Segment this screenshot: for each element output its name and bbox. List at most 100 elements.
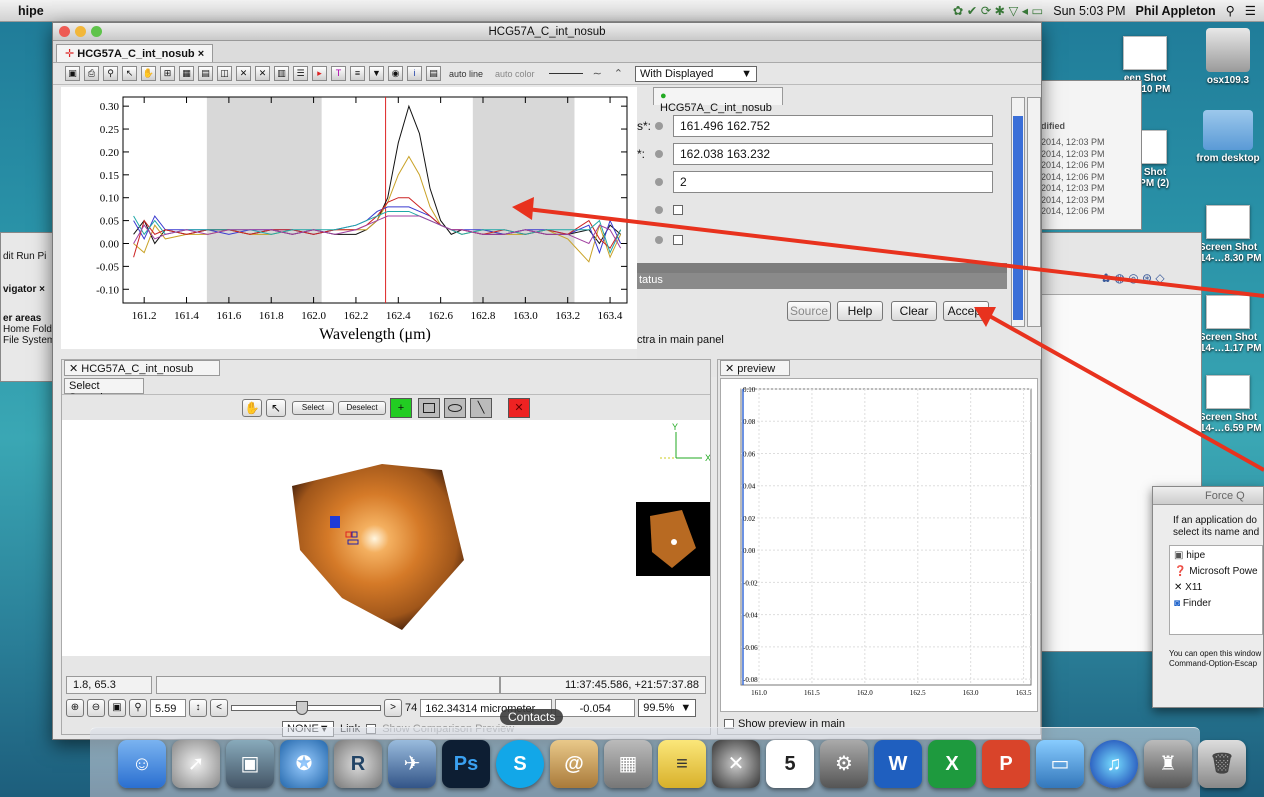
close-button[interactable] xyxy=(59,26,70,37)
zoom-in-icon[interactable]: ⊕ xyxy=(66,699,84,717)
form-header-tab[interactable]: ● HCG57A_C_int_nosub xyxy=(653,87,783,114)
hand-icon[interactable]: ✋ xyxy=(242,399,262,417)
list-item[interactable]: ▣ hipe xyxy=(1174,550,1206,561)
galaxy-image[interactable] xyxy=(292,464,464,630)
peak-icon[interactable]: ⌃ xyxy=(613,68,623,80)
prev-slice-button[interactable]: < xyxy=(210,699,228,717)
text-icon[interactable]: T xyxy=(331,66,346,81)
close-icon[interactable]: ✕ xyxy=(69,363,82,375)
background-hipe-window[interactable]: dit Run Pi vigator × er areas Home Fold Fi… xyxy=(0,232,60,382)
info-icon[interactable]: i xyxy=(407,66,422,81)
display-select[interactable]: With Displayed ▼ xyxy=(635,65,757,82)
smooth-icon[interactable]: ∼ xyxy=(592,68,602,80)
minimize-button[interactable] xyxy=(75,26,86,37)
marker-icon[interactable]: ▸ xyxy=(312,66,327,81)
rescale-icon[interactable]: ◫ xyxy=(217,66,232,81)
status-icons[interactable]: ✿ ✔ ⟳ ✱ ▽ ◂ ▭ xyxy=(952,4,1044,18)
desktop-icon-hdd[interactable]: osx109.3 xyxy=(1188,28,1264,86)
spectrum-chart[interactable]: 161.2 161.4 161.6 161.8 162.0 162.2 162.4 162.6… xyxy=(61,87,639,349)
slice-slider[interactable] xyxy=(231,701,381,715)
option-checkbox-1[interactable] xyxy=(673,205,683,215)
view-icon[interactable]: ◉ xyxy=(388,66,403,81)
auto-line-button[interactable]: auto line xyxy=(449,68,484,79)
skype-icon[interactable]: S xyxy=(496,740,544,788)
field-input-2[interactable]: 162.038 163.232 xyxy=(673,143,993,165)
app-menu-name[interactable]: hipe xyxy=(18,3,44,18)
deselect-button[interactable]: Deselect xyxy=(338,401,386,415)
calendar-icon[interactable]: 5 xyxy=(766,740,814,788)
excel-icon[interactable]: X xyxy=(928,740,976,788)
selected-spaxel[interactable] xyxy=(330,516,340,528)
app-icon[interactable]: ♜ xyxy=(1144,740,1192,788)
list-item[interactable]: ❓ Microsoft Powe xyxy=(1174,566,1258,577)
preview-icon[interactable]: ✈ xyxy=(388,740,436,788)
fit-icon[interactable]: ⊞ xyxy=(160,66,175,81)
form-scrollbar-2[interactable] xyxy=(1027,97,1041,327)
spotlight-icon[interactable]: ⚲ xyxy=(1225,4,1235,18)
zoom-icon[interactable]: ⚲ xyxy=(103,66,118,81)
tab-cube[interactable]: ✕ HCG57A_C_int_nosub xyxy=(64,360,220,376)
value-field[interactable]: -0.054 xyxy=(555,699,636,717)
safari-icon[interactable]: ✪ xyxy=(280,740,328,788)
spectrum-plot[interactable]: 161.2 161.4 161.6 161.8 162.0 162.2 162.4 162.6… xyxy=(61,87,639,349)
zoom-field[interactable]: 5.59 xyxy=(150,699,186,717)
pointer-icon[interactable]: ↖ xyxy=(266,399,286,417)
tab-select-spaxels[interactable]: Select Spaxels xyxy=(64,378,144,404)
option-checkbox-2[interactable] xyxy=(673,235,683,245)
cross-icon[interactable]: ✕ xyxy=(236,66,251,81)
scale-select[interactable]: 99.5% ▼ xyxy=(638,699,697,717)
finder-icon[interactable]: ☺ xyxy=(118,740,166,788)
list-icon[interactable]: ☰ xyxy=(293,66,308,81)
auto-color-button[interactable]: auto color xyxy=(495,68,535,79)
iphoto-icon[interactable]: ▣ xyxy=(226,740,274,788)
x11-icon[interactable]: ✕ xyxy=(712,740,760,788)
hand-icon[interactable]: ✋ xyxy=(141,66,156,81)
zoom-select-icon[interactable]: ⚲ xyxy=(129,699,147,717)
line-style-icon[interactable] xyxy=(548,73,583,74)
source-button[interactable]: Source xyxy=(787,301,831,321)
system-preferences-icon[interactable]: ⚙ xyxy=(820,740,868,788)
powerpoint-icon[interactable]: P xyxy=(982,740,1030,788)
stepper-icon[interactable]: ↕ xyxy=(189,699,207,717)
photoshop-icon[interactable]: Ps xyxy=(442,740,490,788)
contacts-icon[interactable]: @ xyxy=(550,740,598,788)
select-button[interactable]: Select xyxy=(292,401,334,415)
main-window[interactable]: HCG57A_C_int_nosub ✛ HCG57A_C_int_nosub … xyxy=(52,22,1042,740)
help-button[interactable]: Help xyxy=(837,301,883,321)
bg-navigator-tab[interactable]: vigator × xyxy=(3,284,45,295)
close-icon[interactable]: ✕ xyxy=(725,363,738,375)
app-list[interactable]: ▣ hipe ❓ Microsoft Powe ✕ X11 ◙ Finder xyxy=(1169,545,1263,635)
zoom-button[interactable] xyxy=(91,26,102,37)
word-icon[interactable]: W xyxy=(874,740,922,788)
preview-chart[interactable]: 0.10 0.08 0.06 0.04 0.02 0.00 -0.02 -0.04 -0.06 -… xyxy=(721,379,1037,711)
field-input-3[interactable]: 2 xyxy=(673,171,993,193)
preview-plot[interactable]: 0.10 0.08 0.06 0.04 0.02 0.00 -0.02 -0.04 -0.06 -… xyxy=(720,378,1038,712)
table-icon[interactable]: ▤ xyxy=(198,66,213,81)
scrollbar-thumb[interactable] xyxy=(1013,116,1023,320)
clear-selection-icon[interactable]: ✕ xyxy=(508,398,530,418)
trash-icon[interactable]: 🗑 xyxy=(1198,740,1246,788)
menu-clock[interactable]: Sun 5:03 PM xyxy=(1053,3,1126,18)
save-icon[interactable]: ▣ xyxy=(65,66,80,81)
r-icon[interactable]: R xyxy=(334,740,382,788)
legend-icon[interactable]: ≡ xyxy=(350,66,365,81)
cross2-icon[interactable]: ✕ xyxy=(255,66,270,81)
fit-icon[interactable]: ▣ xyxy=(108,699,126,717)
layer-icon[interactable]: ▥ xyxy=(274,66,289,81)
rect-select-icon[interactable] xyxy=(418,398,440,418)
list-item[interactable]: ◙ Finder xyxy=(1174,598,1212,609)
cube-image-area[interactable]: Y X xyxy=(62,420,711,656)
next-slice-button[interactable]: > xyxy=(384,699,402,717)
tab-preview[interactable]: ✕ preview xyxy=(720,360,790,376)
calculator-icon[interactable]: ▦ xyxy=(604,740,652,788)
clear-button[interactable]: Clear xyxy=(891,301,937,321)
doc-icon[interactable]: ▤ xyxy=(426,66,441,81)
itunes-icon[interactable]: ♫ xyxy=(1090,740,1138,788)
menu-user[interactable]: Phil Appleton xyxy=(1135,3,1216,18)
desktop-icon-folder[interactable]: from desktop xyxy=(1188,110,1264,164)
slider-thumb[interactable] xyxy=(296,701,308,715)
launchpad-icon[interactable]: ➚ xyxy=(172,740,220,788)
list-item[interactable]: ✕ X11 xyxy=(1174,582,1203,593)
cube-image[interactable]: Y X xyxy=(62,420,711,656)
accept-button[interactable]: Accept xyxy=(943,301,989,321)
